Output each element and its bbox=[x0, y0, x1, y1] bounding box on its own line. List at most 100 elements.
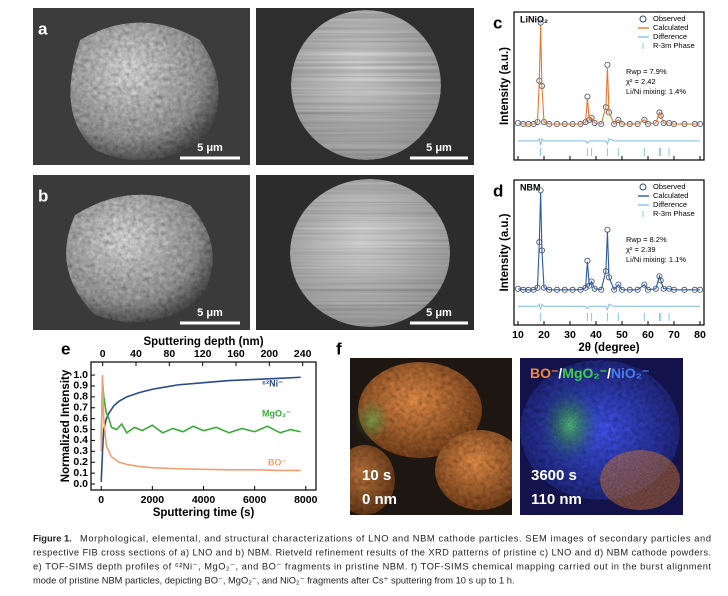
caption-line: Morphological, elemental, and structural… bbox=[80, 533, 711, 543]
y-tick-label: 0.2 bbox=[73, 456, 88, 468]
series-line bbox=[100, 375, 301, 472]
series-line bbox=[518, 137, 700, 146]
inset-title: LiNiO₂ bbox=[520, 14, 548, 24]
plot-frame bbox=[513, 179, 705, 326]
data-point bbox=[611, 286, 618, 293]
data-point bbox=[656, 109, 663, 116]
inset-title: NBM bbox=[520, 182, 541, 192]
x-tick-label: 20 bbox=[538, 329, 550, 341]
annotation: Li/Ni mixing: 1.1% bbox=[626, 255, 686, 264]
x2-tick-label: 160 bbox=[227, 348, 245, 360]
scale-bar-label: 5 μm bbox=[197, 307, 223, 319]
sem-cross-section bbox=[256, 8, 474, 165]
time-label: 10 s bbox=[362, 467, 391, 484]
x-tick-label: 0 bbox=[98, 494, 104, 506]
x2-tick-label: 0 bbox=[100, 348, 106, 360]
chart: c LiNiO₂ Intensity (a.u.) ObservedCalculate… bbox=[493, 11, 705, 161]
x-tick-label: 30 bbox=[564, 329, 576, 341]
legend-label: Difference bbox=[653, 32, 687, 41]
series-label: MgO₂⁻ bbox=[262, 408, 291, 418]
y-axis-label: Intensity (a.u.) bbox=[499, 213, 511, 291]
y-axis-label: Normalized Intensity bbox=[60, 369, 72, 482]
x2-tick-label: 120 bbox=[194, 348, 212, 360]
annotation: Rwp = 8.2% bbox=[626, 235, 667, 244]
x2-axis-label: Sputtering depth (nm) bbox=[143, 336, 263, 348]
scale-bar-label: 5 μm bbox=[426, 307, 452, 319]
x-tick-label: 4000 bbox=[192, 494, 216, 506]
x-axis-label: Sputtering time (s) bbox=[153, 507, 255, 519]
legend-label: Difference bbox=[653, 200, 687, 209]
x2-tick-label: 40 bbox=[130, 348, 142, 360]
y-tick-label: 0.8 bbox=[73, 391, 88, 403]
legend-label: R-3m Phase bbox=[653, 209, 695, 218]
y-tick-label: 1.0 bbox=[73, 369, 88, 381]
annotation: Rwp = 7.9% bbox=[626, 67, 667, 76]
data-point bbox=[641, 281, 648, 288]
legend-part: BO⁻ bbox=[530, 365, 558, 381]
legend-part: NiO₂⁻ bbox=[611, 365, 650, 381]
y-tick-label: 0.1 bbox=[73, 467, 88, 479]
x-tick-label: 70 bbox=[668, 329, 680, 341]
data-point bbox=[611, 121, 618, 128]
legend-symbol bbox=[639, 183, 647, 191]
y-tick-label: 0.7 bbox=[73, 402, 88, 414]
data-point bbox=[641, 116, 648, 123]
legend-label: Observed bbox=[653, 14, 686, 23]
data-point bbox=[615, 281, 622, 288]
plot-frame bbox=[513, 11, 705, 161]
legend-label: Calculated bbox=[653, 23, 688, 32]
series-line bbox=[518, 303, 700, 311]
y-tick-label: 0.0 bbox=[73, 478, 88, 490]
x2-tick-label: 80 bbox=[163, 348, 175, 360]
data-point bbox=[604, 61, 611, 68]
legend-part: / bbox=[607, 365, 611, 381]
chart: d NBM 10 20 30 40 50 60 70 80 2θ (degree) Intensity… bbox=[493, 179, 706, 354]
series-line bbox=[517, 192, 700, 291]
panel-label: a bbox=[38, 19, 48, 38]
caption-label: Figure 1. bbox=[33, 533, 72, 543]
series-line bbox=[517, 25, 700, 126]
depth-label: 110 nm bbox=[531, 491, 582, 508]
annotation: Li/Ni mixing: 1.4% bbox=[626, 87, 686, 96]
y-tick-label: 0.4 bbox=[73, 434, 88, 446]
tof-sims-map bbox=[350, 358, 512, 515]
series-line bbox=[100, 376, 301, 482]
y-tick-label: 0.6 bbox=[73, 412, 88, 424]
sem-image bbox=[33, 8, 250, 165]
caption-line: respective FIB cross sections of a) LNO … bbox=[33, 547, 711, 557]
y-axis-label: Intensity (a.u.) bbox=[499, 47, 511, 125]
panel-label: f bbox=[336, 339, 342, 358]
x-tick-label: 40 bbox=[590, 329, 602, 341]
data-point bbox=[615, 116, 622, 123]
panel-label: b bbox=[38, 186, 48, 205]
panel-label: e bbox=[61, 339, 70, 358]
legend-label: Calculated bbox=[653, 191, 688, 200]
panel-label: d bbox=[493, 181, 503, 200]
caption-line: mode of pristine NBM particles, depictin… bbox=[33, 575, 515, 585]
x-tick-label: 80 bbox=[694, 329, 706, 341]
x-tick-label: 10 bbox=[512, 329, 524, 341]
data-point bbox=[656, 273, 663, 280]
series-label: ⁶²Ni⁻ bbox=[262, 378, 283, 388]
annotation: χ² = 2.42 bbox=[626, 77, 656, 86]
legend-label: Observed bbox=[653, 182, 686, 191]
data-point bbox=[537, 19, 544, 26]
x-axis-label: 2θ (degree) bbox=[578, 342, 639, 354]
series-label: BO⁻ bbox=[268, 457, 287, 467]
scale-bar-label: 5 μm bbox=[197, 142, 223, 154]
caption-line: e) TOF-SIMS depth profiles of ⁶²Ni⁻, MgO… bbox=[33, 561, 711, 571]
y-tick-label: 0.9 bbox=[73, 380, 88, 392]
sem-image bbox=[33, 175, 250, 330]
y-tick-label: 0.5 bbox=[73, 423, 88, 435]
legend-part: / bbox=[558, 365, 562, 381]
time-label: 3600 s bbox=[531, 467, 577, 484]
legend-label: R-3m Phase bbox=[653, 41, 695, 50]
annotation: χ² = 2.39 bbox=[626, 245, 656, 254]
sem-cross-section bbox=[256, 175, 474, 330]
data-point bbox=[604, 226, 611, 233]
x-tick-label: 60 bbox=[642, 329, 654, 341]
scale-bar-label: 5 μm bbox=[426, 142, 452, 154]
series-line bbox=[100, 380, 301, 441]
